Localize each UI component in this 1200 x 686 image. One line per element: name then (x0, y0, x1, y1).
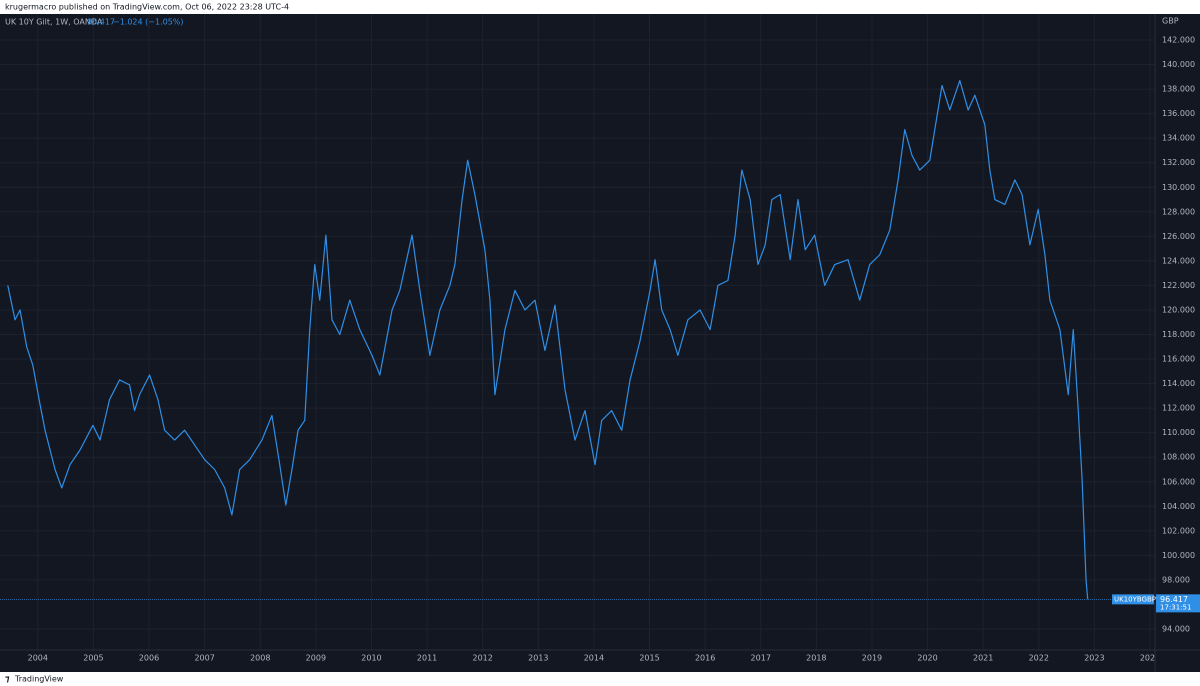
x-tick-label: 2005 (83, 654, 103, 663)
y-tick-label: 98.000 (1162, 575, 1190, 584)
x-tick-label: 2016 (695, 654, 715, 663)
y-tick-label: 104.000 (1162, 502, 1195, 511)
y-axis: 94.000 98.000 100.000 102.000 104.000 106.000… (1162, 36, 1195, 634)
x-tick-label: 2013 (528, 654, 548, 663)
y-tick-label: 120.000 (1162, 305, 1195, 314)
x-tick-label: 2017 (751, 654, 771, 663)
y-tick-label: 94.000 (1162, 625, 1190, 634)
y-tick-label: 108.000 (1162, 453, 1195, 462)
x-tick-label: 2023 (1084, 654, 1104, 663)
y-tick-label: 122.000 (1162, 281, 1195, 290)
y-tick-label: 128.000 (1162, 207, 1195, 216)
footer-logo-mark: ⁊ (5, 675, 10, 685)
x-tick-label: 2022 (1029, 654, 1049, 663)
y-axis-unit: GBP (1162, 17, 1179, 26)
x-tick-label: 2007 (194, 654, 214, 663)
y-tick-label: 102.000 (1162, 526, 1195, 535)
symbol-tag-text: UK10YBGBP (1114, 595, 1156, 603)
price-line (7, 79, 1089, 600)
y-tick-label: 110.000 (1162, 428, 1195, 437)
x-tick-label: 2010 (361, 654, 381, 663)
x-tick-label: 2024 (1140, 654, 1160, 663)
footer-bar (0, 672, 1200, 686)
y-tick-label: 132.000 (1162, 158, 1195, 167)
x-tick-label: 2008 (250, 654, 270, 663)
footer-brand: TradingView (14, 675, 64, 684)
x-tick-label: 2014 (584, 654, 604, 663)
x-tick-label: 2009 (306, 654, 326, 663)
y-tick-label: 142.000 (1162, 36, 1195, 45)
x-tick-label: 2011 (417, 654, 437, 663)
y-tick-label: 140.000 (1162, 60, 1195, 69)
legend-value: 96.417 (87, 18, 115, 27)
symbol-tag (1112, 594, 1154, 605)
y-tick-label: 124.000 (1162, 256, 1195, 265)
y-tick-label: 106.000 (1162, 477, 1195, 486)
x-tick-label: 2004 (28, 654, 48, 663)
x-tick-label: 2021 (973, 654, 993, 663)
y-tick-label: 136.000 (1162, 109, 1195, 118)
y-tick-label: 112.000 (1162, 404, 1195, 413)
plot (0, 79, 1155, 600)
x-tick-label: 2020 (917, 654, 937, 663)
price-tag-box (1156, 594, 1200, 613)
y-tick-label: 134.000 (1162, 134, 1195, 143)
x-tick-label: 2006 (139, 654, 159, 663)
y-tick-label: 138.000 (1162, 85, 1195, 94)
x-tick-label: 2015 (639, 654, 659, 663)
y-tick-label: 100.000 (1162, 551, 1195, 560)
legend-title: UK 10Y Gilt, 1W, OANDA (5, 18, 103, 27)
y-tick-label: 126.000 (1162, 232, 1195, 241)
y-tick-label: 130.000 (1162, 183, 1195, 192)
legend-change: −1.024 (−1.05%) (113, 18, 184, 27)
x-axis: 2004 2005 2006 2007 2008 2009 2010 2011 2012 2013… (28, 654, 1160, 663)
header-bar (0, 0, 1200, 14)
x-tick-label: 2012 (473, 654, 493, 663)
grid (0, 14, 1155, 650)
y-tick-label: 118.000 (1162, 330, 1195, 339)
chart-background (0, 14, 1200, 672)
x-tick-label: 2018 (806, 654, 826, 663)
price-tag-countdown: 17:31:51 (1160, 603, 1191, 611)
x-tick-label: 2019 (862, 654, 882, 663)
y-tick-label: 114.000 (1162, 379, 1195, 388)
header-text: krugermacro published on TradingView.com… (5, 3, 289, 12)
y-tick-label: 116.000 (1162, 355, 1195, 364)
price-tag-value: 96.417 (1160, 595, 1188, 604)
